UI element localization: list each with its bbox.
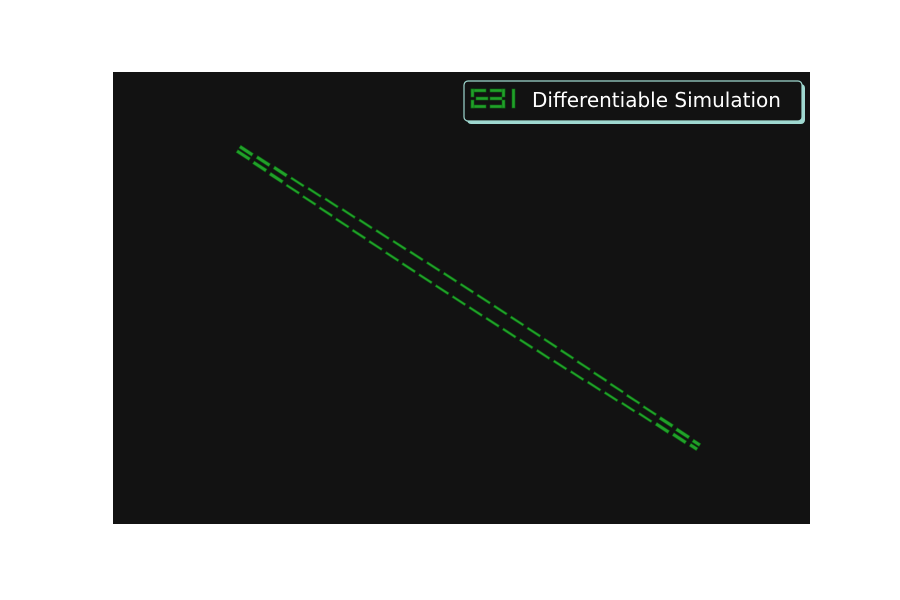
series-dash-segment <box>425 261 441 273</box>
series-dash-segment <box>434 284 450 296</box>
series-dash-segment <box>552 359 568 371</box>
series-dash-segment <box>603 391 619 403</box>
series-dash-segment <box>409 250 424 262</box>
series-dash-segment <box>468 306 484 317</box>
series-dash-segment <box>272 165 288 178</box>
series-dash-segment <box>691 438 702 447</box>
series-dash-segment <box>688 442 699 452</box>
legend-swatch-segment <box>470 99 475 109</box>
series-dash-segment <box>586 380 602 392</box>
series-dash-segment <box>535 348 551 360</box>
legend-box <box>463 80 803 122</box>
series-dash-segment <box>493 304 508 316</box>
series-dash-segment <box>476 293 492 305</box>
legend-label: Differentiable Simulation <box>532 88 781 112</box>
series-dash-segment <box>509 315 525 327</box>
series-dash-segment <box>654 422 670 434</box>
series-dash-segment <box>518 338 534 350</box>
series-dash-segment <box>324 197 339 209</box>
series-dash-segment <box>637 412 653 423</box>
series-layer <box>235 144 702 452</box>
legend-swatch-segment <box>501 88 506 98</box>
series-dash-segment <box>307 186 322 198</box>
series-dash-segment <box>334 217 350 229</box>
series-dash-segment <box>238 144 254 157</box>
series-dash-segment <box>318 206 334 218</box>
series-dash-segment <box>625 393 641 405</box>
series-dash-segment <box>418 273 433 285</box>
series-dash-segment <box>235 149 251 161</box>
series-dash-segment <box>351 228 367 240</box>
legend-swatch-segment <box>489 96 503 101</box>
legend-swatch-segment <box>511 88 516 109</box>
series-dash-segment <box>401 262 417 274</box>
series-dash-segment <box>592 371 608 383</box>
legend-swatch-segment <box>470 88 475 98</box>
series-dash-segment <box>451 295 467 307</box>
series-dash-segment <box>442 271 458 283</box>
series-dash-segment <box>368 239 383 251</box>
series-dash-segment <box>559 348 575 360</box>
legend-swatch-segment <box>501 99 506 109</box>
series-dash-segment <box>392 239 407 251</box>
series-dash-segment <box>526 326 542 338</box>
series-dash-segment <box>620 401 636 413</box>
series-dash-segment <box>569 370 585 382</box>
series-dash-segment <box>285 183 301 195</box>
series-dash-segment <box>301 195 317 206</box>
series-dash-segment <box>290 176 305 188</box>
series-dash-segment <box>459 282 475 294</box>
series-dash-segment <box>576 360 591 371</box>
series-line <box>235 144 702 452</box>
series-dash-segment <box>675 427 691 440</box>
series-dash-segment <box>358 218 373 230</box>
legend-swatch-segment <box>475 96 489 101</box>
series-dash-segment <box>255 155 271 168</box>
series-dash-segment <box>268 171 284 184</box>
series-dash-segment <box>485 316 500 328</box>
series-dash-segment <box>384 251 400 263</box>
legend: Differentiable Simulation <box>463 80 805 124</box>
series-dash-segment <box>341 207 356 219</box>
series-dash-segment <box>609 382 625 394</box>
series-dash-segment <box>671 432 688 445</box>
series-dash-segment <box>642 405 658 417</box>
series-dash-segment <box>375 229 390 240</box>
series-dash-segment <box>252 160 268 173</box>
series-dash-segment <box>658 416 674 428</box>
plot-area <box>113 72 810 524</box>
legend-swatch-icon <box>470 88 516 109</box>
series-dash-segment <box>543 337 558 349</box>
series-dash-segment <box>501 327 517 339</box>
